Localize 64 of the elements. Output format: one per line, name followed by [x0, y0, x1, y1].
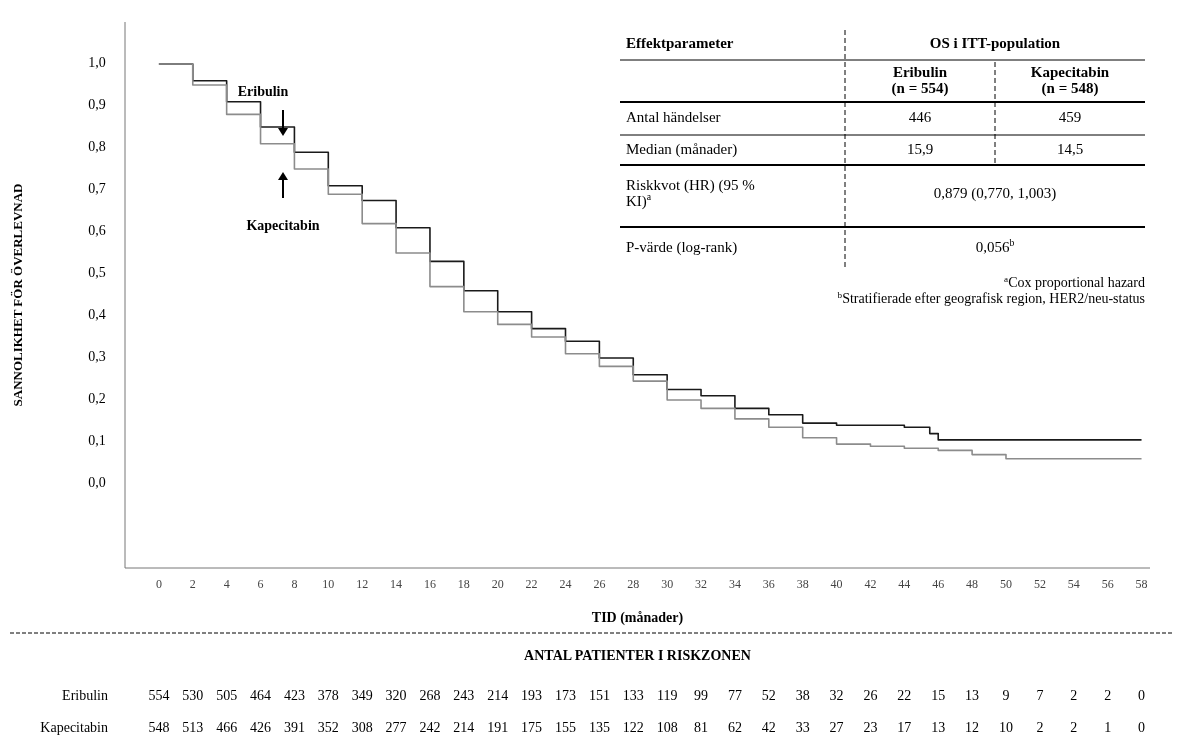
x-tick-label: 38 — [796, 577, 809, 591]
x-tick-label: 32 — [695, 577, 708, 591]
x-tick-label: 46 — [932, 577, 945, 591]
x-tick-label: 0 — [155, 577, 162, 591]
x-tick-label: 54 — [1067, 577, 1080, 591]
y-tick-label: 0,5 — [88, 265, 106, 281]
annotation: $^{a}$Cox proportional hazard — [1004, 274, 1145, 290]
x-axis-title: TID (månader) — [591, 610, 684, 626]
series-label: Kapecitabin — [246, 218, 320, 233]
x-tick-label: 34 — [728, 577, 741, 591]
y-tick-label: 0,2 — [88, 391, 106, 407]
x-tick-label: 42 — [864, 577, 877, 591]
x-tick-label: 10 — [322, 577, 335, 591]
x-tick-label: 12 — [356, 577, 369, 591]
y-tick-label: 0,6 — [88, 223, 106, 239]
annotation: 0,056$^{b}$ — [975, 236, 1015, 256]
x-tick-label: 2 — [189, 577, 196, 591]
x-tick-label: 56 — [1101, 577, 1114, 591]
text: Eribulin 554 530 505 464 423 378 349 320 268 243 214 193 173 151 133 119 99 77 52 38 32 26 22 15 13 9 7 2 2 0 — [62, 688, 1146, 703]
annotation: 15,9 — [906, 141, 934, 158]
text: Kapecitabin 548 513 466 426 391 352 308 277 242 214 191 175 155 135 122 108 81 62 42 33 27 23 17 13 12 10 2 2 1 0 — [40, 720, 1146, 735]
y-tick-label: 1,0 — [88, 55, 106, 71]
annotation: Kapecitabin (n = 548) — [1030, 64, 1110, 98]
y-tick-label: 0,7 — [88, 181, 106, 197]
x-tick-label: 22 — [525, 577, 538, 591]
y-axis-title: SANNOLIKHET FÖR ÖVERLEVNAD — [10, 183, 25, 407]
x-tick-label: 16 — [423, 577, 436, 591]
x-tick-label: 44 — [898, 577, 911, 591]
x-tick-label: 58 — [1135, 577, 1148, 591]
x-tick-label: 14 — [390, 577, 403, 591]
y-tick-label: 0,9 — [88, 97, 106, 113]
annotation: P-värde (log-rank) — [626, 239, 738, 257]
x-tick-label: 30 — [661, 577, 674, 591]
x-tick-label: 6 — [257, 577, 264, 591]
annotation: Antal händelser — [626, 109, 721, 126]
annotation: 459 — [1058, 109, 1082, 126]
x-tick-label: 20 — [491, 577, 504, 591]
x-tick-label: 52 — [1033, 577, 1046, 591]
annotation: 14,5 — [1056, 141, 1084, 158]
annotation: Median (månader) — [626, 141, 738, 159]
annotation: Eribulin (n = 554) — [891, 64, 949, 98]
x-tick-label: 26 — [593, 577, 606, 591]
x-tick-label: 28 — [627, 577, 640, 591]
y-tick-label: 0,3 — [88, 349, 106, 365]
annotation: OS i ITT-population — [929, 35, 1061, 52]
annotation: 446 — [908, 109, 932, 126]
x-tick-label: 4 — [223, 577, 230, 591]
series-label: Eribulin — [237, 84, 289, 99]
annotation: $^{b}$Stratifierade efter geografisk region, HER2/neu-status — [837, 290, 1145, 306]
y-tick-label: 0,0 — [88, 475, 106, 491]
annotation: 0,879 (0,770, 1,003) — [933, 185, 1057, 203]
x-tick-label: 8 — [291, 577, 298, 591]
x-tick-label: 24 — [559, 577, 572, 591]
x-tick-label: 50 — [999, 577, 1012, 591]
x-tick-label: 40 — [830, 577, 843, 591]
text: ANTAL PATIENTER I RISKZONEN — [524, 648, 751, 663]
y-tick-label: 0,8 — [88, 139, 106, 155]
annotation: Riskkvot (HR) (95 % KI)$^{a}$ — [626, 177, 755, 211]
x-tick-label: 48 — [966, 577, 979, 591]
annotation: Effektparameter — [626, 35, 734, 52]
y-tick-label: 0,1 — [88, 433, 106, 449]
x-tick-label: 18 — [457, 577, 470, 591]
x-tick-label: 36 — [762, 577, 775, 591]
y-tick-label: 0,4 — [88, 307, 106, 323]
